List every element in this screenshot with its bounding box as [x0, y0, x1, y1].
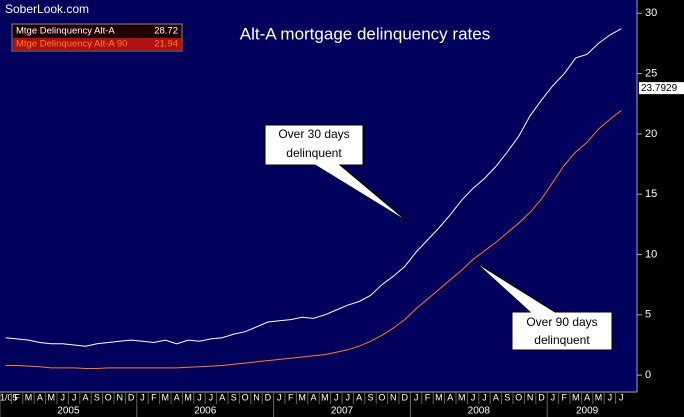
x-tick-label: M	[184, 392, 192, 402]
x-tick-label: O	[515, 392, 522, 402]
chart-title: Alt-A mortgage delinquency rates	[240, 24, 490, 43]
x-tick-label: A	[174, 392, 180, 402]
y-tick-label: 5	[645, 309, 651, 321]
x-tick-label: J	[140, 392, 145, 402]
x-tick-label: D	[265, 392, 272, 402]
x-tick-label: J	[345, 392, 350, 402]
x-tick-label: N	[390, 392, 397, 402]
x-tick-label: M	[48, 392, 56, 402]
callout	[474, 261, 613, 351]
x-tick-label: F	[14, 392, 20, 402]
x-tick-label: N	[253, 392, 260, 402]
x-tick-label: O	[378, 392, 385, 402]
x-tick-label: F	[562, 392, 568, 402]
year-label: 2005	[57, 406, 80, 417]
legend-value: 28.72	[154, 26, 178, 37]
y-tick-label: 10	[645, 248, 657, 260]
legend-label: Mtge Delinquency Alt-A	[16, 26, 115, 37]
legend-value: 21.94	[154, 39, 178, 50]
x-tick-label: A	[37, 392, 43, 402]
legend-label: Mtge Delinquency Alt-A 90	[16, 39, 127, 50]
x-tick-label: 1/05	[0, 392, 18, 402]
x-tick-label: M	[162, 392, 170, 402]
series-line	[5, 28, 622, 347]
x-tick-label: O	[242, 392, 249, 402]
y-tick-label: 25	[645, 67, 657, 79]
x-tick-label: M	[572, 392, 580, 402]
x-tick-label: M	[25, 392, 33, 402]
annotation: Over 90 days	[526, 315, 597, 329]
x-tick-label: M	[595, 392, 603, 402]
site-label: SoberLook.com	[5, 2, 89, 16]
marker-label: 23.7929	[641, 83, 678, 94]
x-tick-label: J	[334, 392, 339, 402]
x-tick-label: J	[414, 392, 419, 402]
y-tick-label: 0	[645, 369, 651, 381]
x-tick-label: J	[551, 392, 556, 402]
x-tick-label: S	[504, 392, 510, 402]
x-tick-label: M	[435, 392, 443, 402]
y-tick-label: 30	[645, 7, 657, 19]
x-tick-label: J	[619, 392, 624, 402]
year-label: 2007	[331, 406, 354, 417]
x-tick-label: A	[219, 392, 225, 402]
x-tick-label: J	[482, 392, 487, 402]
x-tick-label: F	[151, 392, 157, 402]
x-tick-label: J	[72, 392, 77, 402]
y-tick-label: 20	[645, 128, 657, 140]
annotation: delinquent	[286, 146, 342, 160]
x-tick-label: S	[94, 392, 100, 402]
x-tick-label: A	[356, 392, 362, 402]
x-tick-label: A	[584, 392, 590, 402]
x-tick-label: J	[197, 392, 202, 402]
x-tick-label: N	[527, 392, 534, 402]
x-tick-label: M	[458, 392, 466, 402]
x-tick-label: M	[321, 392, 329, 402]
x-tick-label: S	[231, 392, 237, 402]
y-tick-label: 15	[645, 188, 657, 200]
annotation: Over 30 days	[278, 127, 349, 141]
x-tick-label: O	[105, 392, 112, 402]
annotation: delinquent	[534, 333, 590, 347]
x-tick-label: A	[310, 392, 316, 402]
x-tick-label: S	[367, 392, 373, 402]
x-tick-label: F	[288, 392, 294, 402]
x-tick-label: D	[538, 392, 545, 402]
x-tick-label: A	[82, 392, 88, 402]
series-line	[5, 110, 622, 369]
x-tick-label: N	[116, 392, 123, 402]
x-tick-label: D	[401, 392, 408, 402]
x-tick-label: J	[60, 392, 65, 402]
x-tick-label: J	[209, 392, 214, 402]
x-tick-label: J	[471, 392, 476, 402]
x-tick-label: D	[128, 392, 135, 402]
year-label: 2006	[194, 406, 217, 417]
legend-highlight	[13, 38, 181, 50]
marker-box	[639, 82, 684, 95]
x-tick-label: J	[608, 392, 613, 402]
x-tick-label: J	[277, 392, 282, 402]
x-tick-label: F	[425, 392, 431, 402]
callout	[264, 124, 409, 223]
year-label: 2009	[576, 406, 599, 417]
x-tick-label: A	[493, 392, 499, 402]
x-tick-label: M	[298, 392, 306, 402]
year-label: 2008	[468, 406, 491, 417]
x-tick-label: A	[447, 392, 453, 402]
